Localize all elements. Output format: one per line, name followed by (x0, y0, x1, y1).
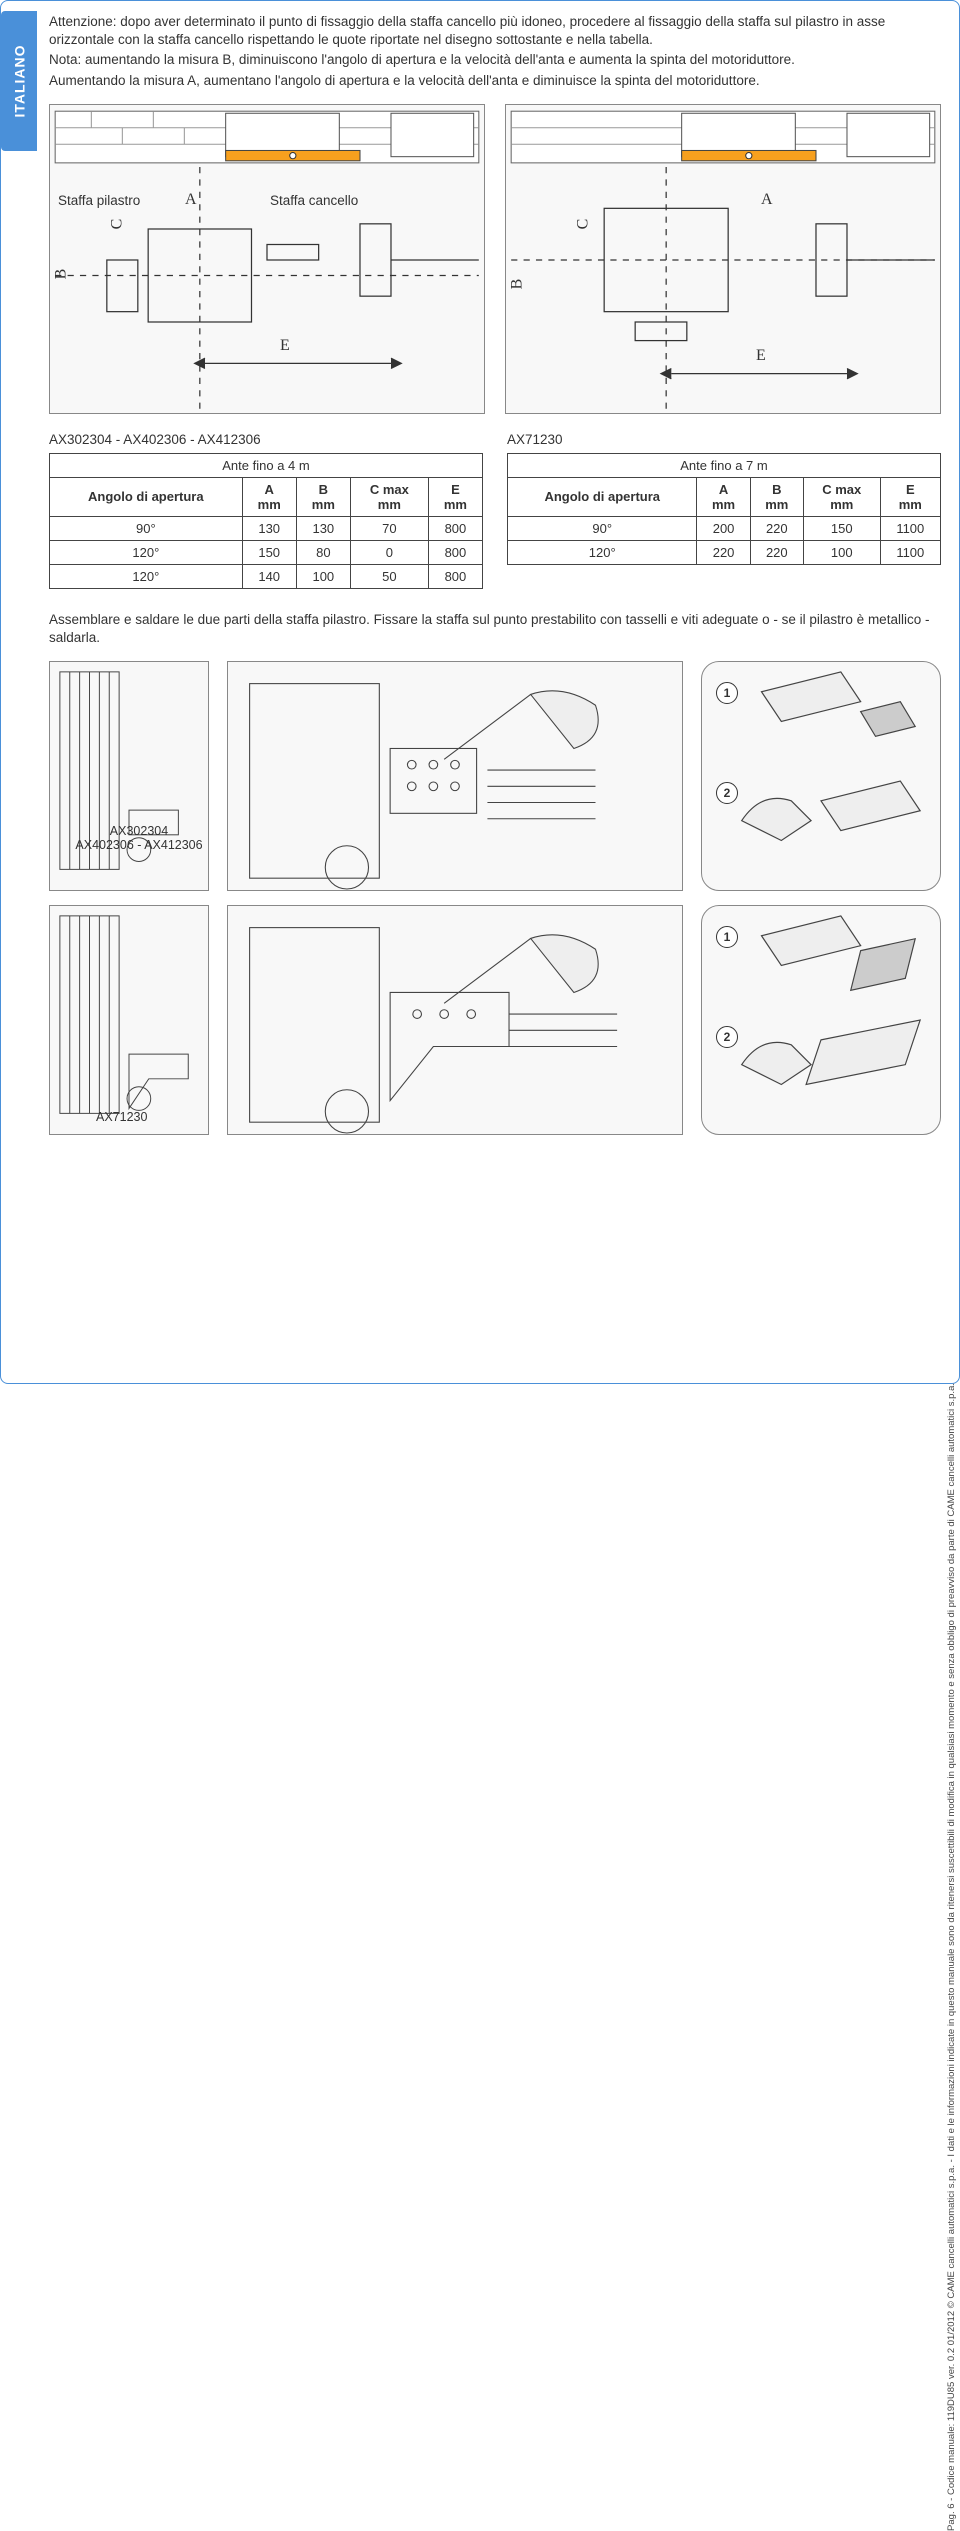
code-label-1: AX302304 AX402306 - AX412306 (74, 824, 204, 852)
table1-h-angle: Angolo di apertura (50, 477, 243, 516)
diagram-left-labels: Staffa pilastro Staffa cancello A B C E (50, 105, 484, 413)
table1-h-A: Amm (242, 477, 296, 516)
assembly-row-1: AX302304 AX402306 - AX412306 (49, 661, 941, 891)
side-copyright: Pag. 6 - Codice manuale: 119DU85 ver. 0.… (941, 183, 957, 1383)
illustration-gate-side-1: AX302304 AX402306 - AX412306 (49, 661, 209, 891)
label-B-right: B (508, 279, 526, 290)
gate-side-svg-2 (50, 906, 208, 1133)
intro-attention: Attenzione: dopo aver determinato il pun… (49, 13, 941, 49)
illustration-drill-2 (227, 905, 683, 1135)
table1-h-Cmax: C maxmm (350, 477, 428, 516)
code-label-2: AX71230 (96, 1110, 147, 1124)
label-C-left: C (108, 219, 126, 230)
table2: Ante fino a 7 m Angolo di apertura Amm B… (507, 453, 941, 565)
table1-h-E: Emm (428, 477, 482, 516)
diagram-left-box: Staffa pilastro Staffa cancello A B C E (49, 104, 485, 414)
label-C-right: C (574, 219, 592, 230)
label-A-left: A (185, 191, 197, 209)
table2-h-E: Emm (880, 477, 940, 516)
illustration-steps-2: 1 2 (701, 905, 941, 1135)
label-A-right: A (761, 191, 773, 209)
table1-codes: AX302304 - AX402306 - AX412306 (49, 432, 483, 447)
table2-h-A: Amm (697, 477, 750, 516)
table-row: 120° 220 220 100 1100 (508, 540, 941, 564)
steps-svg-2 (702, 906, 940, 1134)
illustration-gate-side-2: AX71230 (49, 905, 209, 1135)
table2-h-Cmax: C maxmm (803, 477, 880, 516)
tables-row: AX302304 - AX402306 - AX412306 Ante fino… (49, 432, 941, 589)
table2-title: Ante fino a 7 m (508, 453, 941, 477)
label-B-left: B (52, 269, 70, 280)
diagram-right-box: A B C E (505, 104, 941, 414)
table-row: 90° 130 130 70 800 (50, 516, 483, 540)
illustration-drill-1 (227, 661, 683, 891)
steps-svg-1 (702, 662, 940, 890)
diagram-right-labels: A B C E (506, 105, 940, 413)
diagrams-row: Staffa pilastro Staffa cancello A B C E (49, 104, 941, 414)
illustration-steps-1: 1 2 (701, 661, 941, 891)
table-row: 120° 140 100 50 800 (50, 564, 483, 588)
table1: Ante fino a 4 m Angolo di apertura Amm B… (49, 453, 483, 589)
table2-h-B: Bmm (750, 477, 803, 516)
table2-col: AX71230 Ante fino a 7 m Angolo di apertu… (507, 432, 941, 589)
intro-text-block: Attenzione: dopo aver determinato il pun… (49, 13, 941, 90)
intro-note2: Aumentando la misura A, aumentano l'ango… (49, 72, 941, 90)
table-row: 120° 150 80 0 800 (50, 540, 483, 564)
table1-title: Ante fino a 4 m (50, 453, 483, 477)
table2-codes: AX71230 (507, 432, 941, 447)
table1-col: AX302304 - AX402306 - AX412306 Ante fino… (49, 432, 483, 589)
drill-svg-1 (228, 662, 682, 911)
language-tab: ITALIANO (1, 11, 37, 151)
label-E-right: E (756, 347, 766, 365)
assembly-text: Assemblare e saldare le due parti della … (49, 611, 941, 647)
copyright-text: Pag. 6 - Codice manuale: 119DU85 ver. 0.… (946, 1383, 957, 2531)
gate-side-svg-1 (50, 662, 208, 889)
diagram-right: A B C E (505, 104, 941, 414)
label-staffa-pilastro: Staffa pilastro (58, 193, 140, 208)
assembly los corresponding-row-2: AX71230 (49, 905, 941, 1135)
intro-note: Nota: aumentando la misura B, diminuisco… (49, 51, 941, 69)
table2-h-angle: Angolo di apertura (508, 477, 697, 516)
language-label: ITALIANO (12, 44, 28, 117)
page: ITALIANO Attenzione: dopo aver determina… (0, 0, 960, 1384)
drill-svg-2 (228, 906, 682, 1155)
table1-h-B: Bmm (296, 477, 350, 516)
label-E-left: E (280, 337, 290, 355)
diagram-left: Staffa pilastro Staffa cancello A B C E (49, 104, 485, 414)
table-row: 90° 200 220 150 1100 (508, 516, 941, 540)
label-staffa-cancello: Staffa cancello (270, 193, 358, 208)
